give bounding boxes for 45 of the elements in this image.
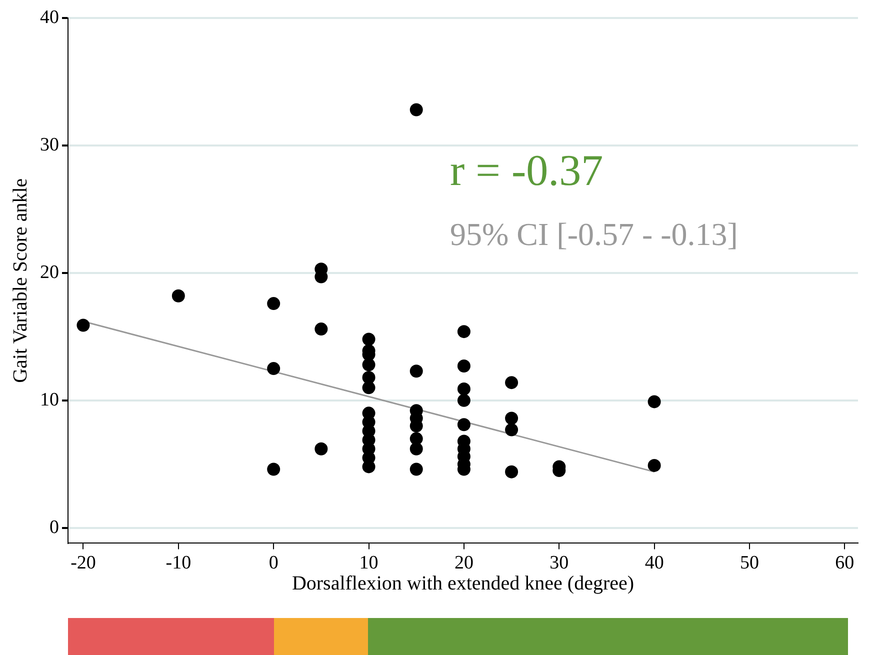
point [457, 360, 470, 373]
y-tick-label: 40 [40, 6, 59, 28]
y-tick-label: 30 [40, 134, 59, 156]
y-tick-label: 10 [40, 389, 59, 410]
point [505, 465, 518, 478]
x-tick-label: 20 [454, 552, 474, 574]
point [314, 322, 328, 336]
point [457, 418, 470, 432]
point [314, 442, 328, 456]
x-tick-label: -20 [70, 552, 96, 574]
point [410, 442, 423, 456]
x-tick-label: 60 [835, 552, 854, 574]
y-axis-title: Gait Variable Score ankle [9, 178, 32, 383]
x-tick-label: 10 [359, 552, 378, 574]
point [457, 382, 470, 396]
point [505, 376, 518, 390]
point [267, 297, 280, 310]
point [410, 432, 423, 446]
point [648, 458, 661, 472]
point [410, 462, 423, 476]
point [172, 289, 185, 302]
x-tick-label: -10 [166, 552, 192, 574]
point [505, 423, 518, 436]
annotation: r = -0.37 [450, 146, 604, 195]
point [410, 103, 423, 116]
x-axis-title: Dorsalflexion with extended knee (degree) [292, 572, 634, 594]
annotation: 95% CI [-0.57 - -0.13] [450, 216, 738, 252]
x-tick-label: 40 [644, 552, 664, 574]
point [362, 332, 376, 346]
point [362, 460, 376, 474]
y-tick-label: 0 [50, 516, 59, 538]
point [362, 381, 376, 394]
x-tick-label: 50 [740, 552, 759, 574]
point [410, 364, 423, 378]
x-tick-label: 30 [550, 552, 569, 574]
point [267, 362, 280, 376]
point [457, 394, 470, 407]
y-tick-label: 20 [40, 262, 59, 283]
point [267, 462, 280, 476]
point [362, 358, 376, 372]
point [648, 395, 661, 408]
point [457, 325, 470, 338]
x-tick-label: 0 [268, 552, 278, 574]
point [76, 318, 90, 332]
point [505, 412, 518, 425]
